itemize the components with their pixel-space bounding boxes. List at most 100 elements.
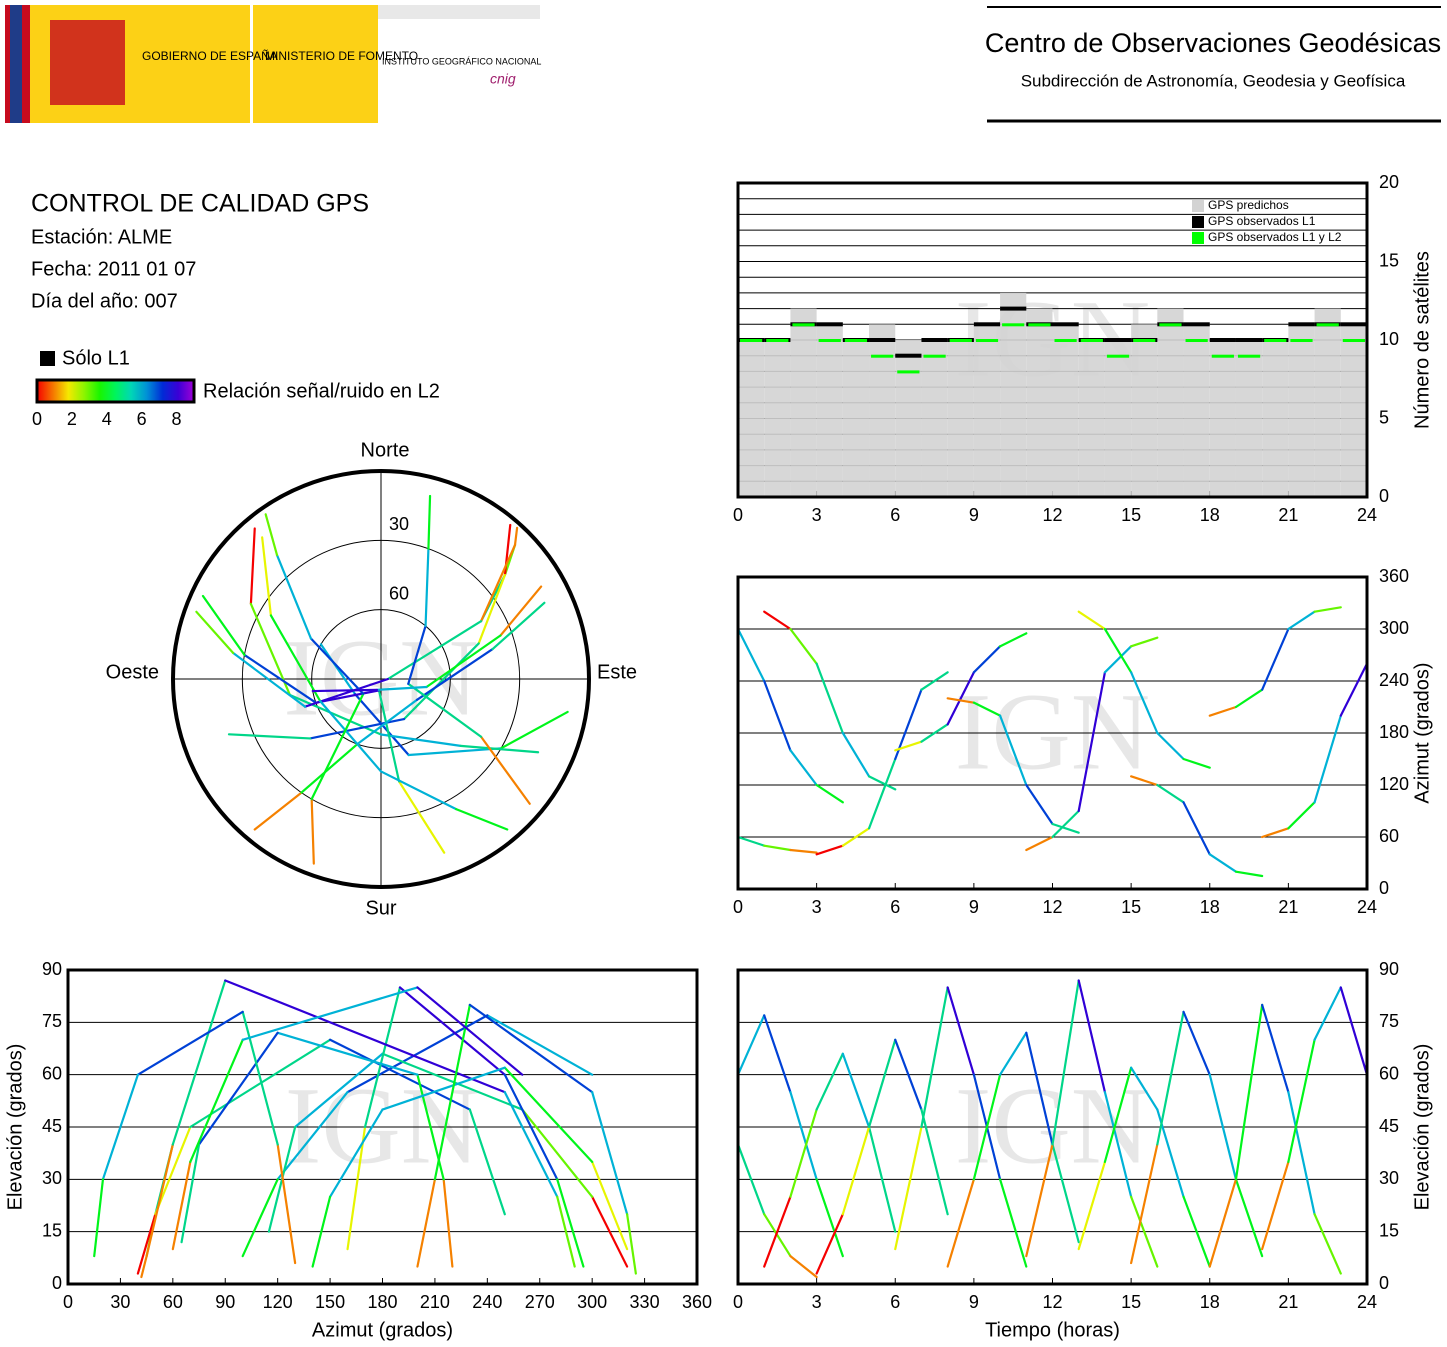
count-bar	[1002, 323, 1025, 327]
track-segment	[241, 986, 419, 1041]
y-tick-label: 240	[1379, 670, 1409, 690]
x-tick-label: 90	[215, 1292, 235, 1312]
x-tick-label: 210	[420, 1292, 450, 1312]
colorbar-label: Relación señal/ruido en L2	[203, 380, 440, 402]
sky-track-segment	[275, 553, 313, 640]
sky-track-segment	[477, 573, 507, 645]
flag-stripe	[10, 5, 22, 123]
count-bar	[1000, 292, 1027, 497]
track-segment	[1208, 705, 1238, 717]
colorbar-tick-label: 4	[102, 409, 112, 429]
sky-track-segment	[310, 692, 365, 801]
track-segment	[1208, 853, 1238, 873]
track-segment	[1025, 1143, 1054, 1258]
track-segment	[556, 1178, 585, 1268]
count-bar	[1052, 324, 1079, 497]
track-segment	[789, 627, 818, 665]
track-segment	[1077, 979, 1107, 1094]
track-segment	[1156, 783, 1185, 804]
sky-track-segment	[269, 614, 322, 703]
track-segment	[1208, 1178, 1238, 1268]
x-tick-label: 18	[1200, 1292, 1220, 1312]
x-tick-label: 24	[1357, 1292, 1377, 1312]
x-tick-label: 12	[1042, 505, 1062, 525]
station: Estación: ALME	[31, 226, 172, 248]
track-segment	[920, 986, 949, 1129]
track-segment	[197, 1031, 279, 1146]
track-segment	[867, 757, 897, 830]
count-bar	[1290, 339, 1313, 342]
legend-label: GPS observados L1	[1208, 214, 1316, 228]
track-segment	[189, 1038, 244, 1163]
institute-text: INSTITUTO GEOGRÁFICO NACIONAL	[382, 56, 541, 66]
sky-track-segment	[311, 688, 379, 693]
track-segment	[1261, 1160, 1290, 1251]
track-segment	[1234, 1003, 1264, 1181]
track-segment	[171, 979, 227, 1146]
x-tick-label: 21	[1278, 897, 1298, 917]
track-segment	[154, 1125, 192, 1216]
count-bar	[1211, 354, 1234, 358]
y-axis-label: Número de satélites	[1411, 251, 1433, 429]
track-segment	[841, 827, 871, 847]
y-tick-label: 0	[1379, 1273, 1389, 1293]
track-segment	[894, 1038, 923, 1111]
count-bar	[1000, 306, 1027, 311]
count-bar	[1028, 323, 1051, 327]
count-bar	[871, 354, 894, 358]
sky-track-segment	[261, 536, 273, 617]
sky-track-segment	[513, 526, 519, 547]
count-bar	[1078, 340, 1105, 497]
legend-swatch	[1192, 200, 1204, 212]
track-segment	[1156, 1010, 1185, 1146]
y-tick-label: 15	[42, 1220, 62, 1240]
track-segment	[1261, 627, 1290, 691]
track-segment	[145, 1143, 174, 1258]
track-segment	[276, 1091, 349, 1181]
count-bar	[1316, 323, 1339, 327]
track-segment	[433, 1003, 471, 1181]
track-segment	[1025, 783, 1054, 826]
track-segment	[224, 979, 506, 1094]
track-segment	[398, 986, 506, 1076]
track-segment	[1339, 662, 1369, 717]
track-segment	[381, 1066, 506, 1111]
x-axis-label: Tiempo (horas)	[985, 1319, 1120, 1341]
count-bar	[975, 339, 999, 342]
count-bar	[1080, 339, 1103, 342]
count-bar	[1237, 354, 1261, 358]
track-segment	[1313, 986, 1342, 1041]
track-segment	[1130, 1143, 1159, 1265]
sky-track-segment	[455, 807, 509, 831]
count-bar	[792, 323, 815, 327]
track-segment	[841, 1052, 871, 1129]
divider	[250, 5, 253, 123]
sky-track-segment	[499, 585, 543, 637]
plot-frame	[736, 181, 1369, 499]
y-tick-label: 120	[1379, 774, 1409, 794]
track-segment	[998, 714, 1028, 787]
count-bar	[1262, 340, 1289, 497]
x-tick-label: 0	[733, 505, 743, 525]
sky-track-segment	[491, 601, 546, 651]
track-segment	[763, 844, 792, 852]
track-segment	[867, 775, 897, 791]
sky-track-segment	[319, 700, 383, 773]
count-bar	[1054, 339, 1077, 342]
track-segment	[1051, 979, 1080, 1146]
track-segment	[894, 1125, 923, 1251]
sky-east: Este	[597, 661, 637, 683]
sky-track-segment	[249, 527, 256, 605]
track-segment	[1234, 870, 1264, 878]
track-segment	[1103, 627, 1133, 674]
y-tick-label: 0	[52, 1273, 62, 1293]
x-tick-label: 6	[890, 1292, 900, 1312]
day-of-year: Día del año: 007	[31, 290, 178, 312]
track-segment	[841, 1125, 871, 1216]
y-tick-label: 20	[1379, 172, 1399, 192]
track-segment	[626, 1213, 637, 1275]
track-segment	[1130, 636, 1159, 648]
plot-frame	[736, 968, 1369, 1286]
y-tick-label: 0	[1379, 878, 1389, 898]
count-bar	[1185, 339, 1208, 342]
